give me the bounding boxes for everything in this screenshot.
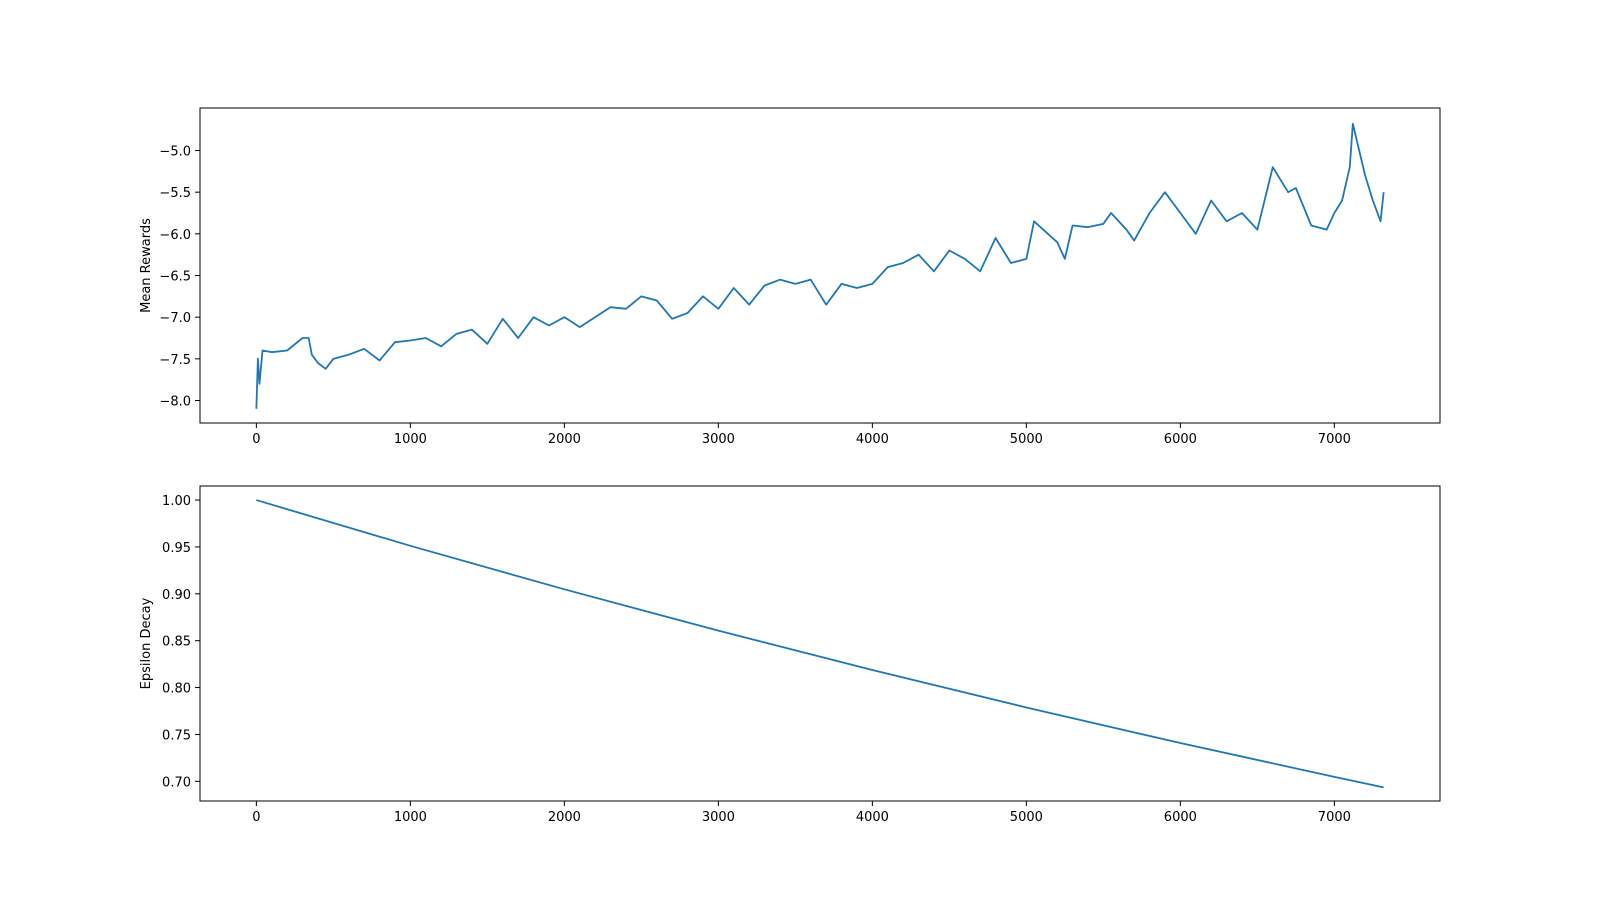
- x-tick-label: 0: [252, 810, 260, 825]
- y-tick-label: 0.75: [162, 728, 191, 743]
- x-tick-label: 5000: [1010, 432, 1043, 447]
- x-tick-label: 1000: [394, 432, 427, 447]
- x-tick-label: 2000: [548, 432, 581, 447]
- x-tick-label: 2000: [548, 810, 581, 825]
- y-tick-label: −8.0: [159, 395, 191, 410]
- x-tick-label: 4000: [856, 810, 889, 825]
- data-line: [256, 499, 1384, 789]
- y-axis-label: Mean Rewards: [139, 218, 154, 313]
- x-tick-label: 5000: [1010, 810, 1043, 825]
- data-line: [255, 122, 1385, 409]
- y-tick-label: −5.0: [159, 145, 191, 160]
- x-tick-label: 0: [252, 432, 260, 447]
- x-tick-label: 4000: [856, 432, 889, 447]
- x-tick-label: 6000: [1164, 810, 1197, 825]
- y-tick-label: 0.70: [162, 775, 191, 790]
- y-tick-label: 0.80: [162, 682, 191, 697]
- y-tick-label: −6.5: [159, 270, 191, 285]
- x-tick-label: 7000: [1318, 432, 1351, 447]
- x-tick-label: 6000: [1164, 432, 1197, 447]
- y-tick-label: −5.5: [159, 186, 191, 201]
- y-tick-label: 0.85: [162, 635, 191, 650]
- y-tick-label: 1.00: [162, 494, 191, 509]
- axes-frame: [199, 485, 1441, 802]
- y-tick-label: 0.95: [162, 541, 191, 556]
- x-tick-label: 7000: [1318, 810, 1351, 825]
- axes-frame: [199, 107, 1441, 424]
- x-tick-label: 3000: [702, 432, 735, 447]
- x-tick-label: 1000: [394, 810, 427, 825]
- y-axis-label: Epsilon Decay: [139, 597, 154, 689]
- y-tick-label: −7.0: [159, 311, 191, 326]
- y-tick-label: 0.90: [162, 588, 191, 603]
- x-tick-label: 3000: [702, 810, 735, 825]
- y-tick-label: −7.5: [159, 353, 191, 368]
- y-tick-label: −6.0: [159, 228, 191, 243]
